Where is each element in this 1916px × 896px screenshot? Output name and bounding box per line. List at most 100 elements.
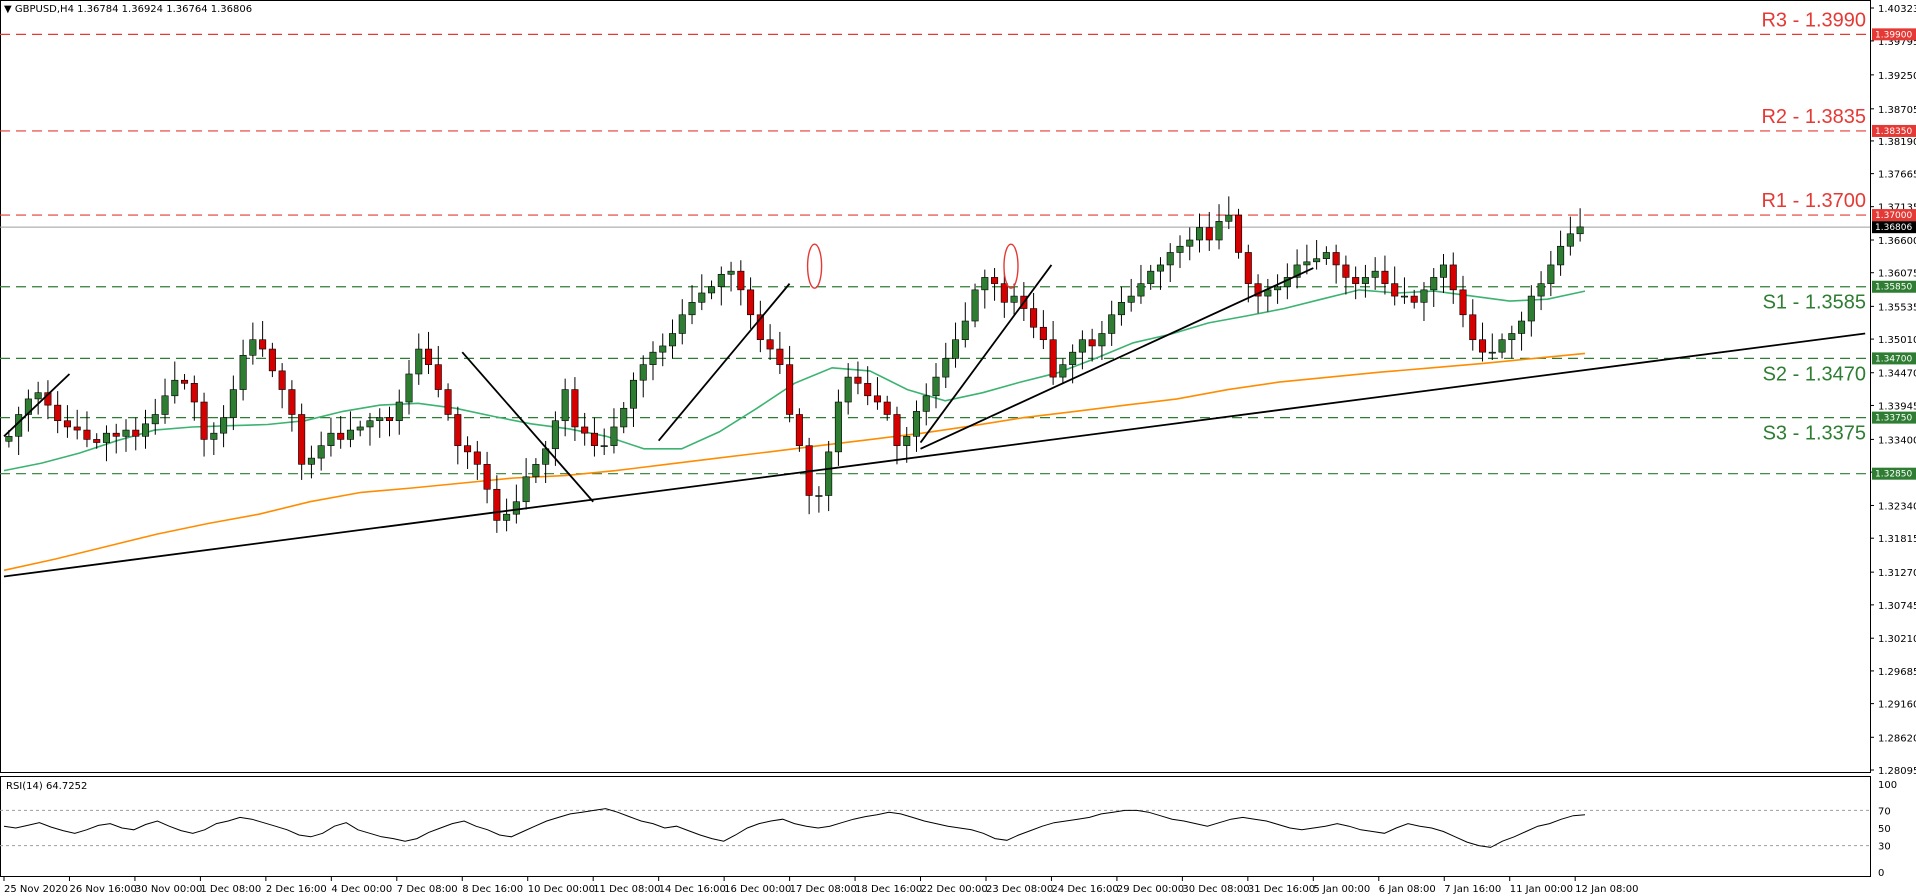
x-tick-label: 8 Dec 16:00	[462, 884, 523, 895]
candle-body	[1303, 261, 1311, 266]
candle-body	[415, 348, 423, 375]
candle-body	[1293, 264, 1301, 278]
trend-line	[657, 283, 791, 442]
collapse-arrow-icon[interactable]: ▼	[4, 4, 15, 15]
candle-body	[385, 417, 394, 422]
candle-body	[522, 476, 530, 503]
candle-body	[1176, 245, 1184, 253]
x-tick-label: 24 Dec 16:00	[1051, 884, 1118, 895]
candle-body	[903, 435, 911, 446]
candle-body	[54, 404, 62, 422]
candle-body	[1439, 264, 1448, 278]
candle-body	[327, 432, 335, 446]
fast-moving-average-line	[3, 289, 1586, 472]
candle-body	[1205, 227, 1213, 241]
y-tick-label: 1.35535	[1878, 302, 1916, 313]
level-label: S1 - 1.3585	[1763, 292, 1866, 314]
candle-body	[1137, 283, 1145, 297]
x-tick-label: 17 Dec 08:00	[790, 884, 857, 895]
instrument-label: GBPUSD,H4	[15, 4, 74, 15]
highlight-ellipse	[1003, 243, 1019, 289]
rsi-y-tick-label: 0	[1878, 868, 1884, 879]
x-tick-label: 26 Nov 16:00	[69, 884, 136, 895]
candle-body	[756, 314, 764, 341]
x-tick-label: 5 Jan 00:00	[1313, 884, 1370, 895]
level-price-tag-text: 1.37000	[1875, 211, 1912, 221]
x-tick-label: 16 Dec 00:00	[724, 884, 791, 895]
y-tick-label: 1.39795	[1878, 37, 1916, 48]
candle-body	[1322, 252, 1330, 259]
x-tick-label: 30 Dec 08:00	[1182, 884, 1249, 895]
candle-body	[5, 435, 13, 442]
trend-line	[461, 351, 594, 503]
y-tick-label: 1.28620	[1878, 733, 1916, 744]
candle-body	[1156, 264, 1164, 272]
candle-body	[473, 451, 481, 465]
candle-body	[1566, 233, 1574, 247]
candle-body	[883, 401, 891, 415]
candle-body	[1010, 295, 1018, 303]
candle-body	[132, 429, 140, 437]
candle-body	[298, 414, 306, 465]
y-tick-label: 1.31815	[1878, 534, 1916, 545]
candle-body	[405, 373, 413, 403]
trend-line	[3, 332, 1866, 578]
level-label: S3 - 1.3375	[1763, 423, 1866, 445]
candle-body	[1527, 295, 1535, 322]
rsi-y-tick-label: 70	[1878, 806, 1891, 817]
candle-body	[786, 364, 794, 415]
candle-body	[961, 320, 969, 341]
candle-body	[512, 501, 520, 515]
candle-body	[620, 407, 628, 428]
y-tick-label: 1.37665	[1878, 170, 1916, 181]
candle-body	[24, 398, 32, 415]
level-price-tag	[1872, 28, 1916, 41]
candle-body	[571, 389, 579, 428]
trend-line	[3, 373, 71, 437]
level-label: S2 - 1.3470	[1763, 363, 1866, 385]
candle-body	[346, 429, 354, 440]
y-tick-label: 1.30745	[1878, 601, 1916, 612]
x-tick-label: 11 Dec 08:00	[593, 884, 660, 895]
level-price-tag	[1872, 352, 1916, 365]
rsi-line	[3, 808, 1586, 848]
candle-body	[1508, 333, 1516, 341]
x-tick-label: 6 Jan 08:00	[1379, 884, 1436, 895]
candle-body	[317, 445, 325, 459]
candle-body	[83, 429, 91, 440]
candle-body	[1078, 339, 1086, 353]
y-tick-label: 1.38190	[1878, 137, 1916, 148]
candle-body	[366, 420, 374, 428]
candle-body	[1195, 227, 1204, 241]
candle-body	[1049, 339, 1057, 378]
candle-body	[795, 414, 803, 446]
x-tick-label: 22 Dec 00:00	[921, 884, 988, 895]
level-label: R1 - 1.3700	[1761, 190, 1866, 212]
y-tick-label: 1.28095	[1878, 766, 1916, 777]
level-price-tag-text: 1.38350	[1875, 127, 1912, 137]
candle-body	[737, 270, 745, 291]
x-tick-label: 29 Dec 00:00	[1117, 884, 1184, 895]
y-tick-label: 1.29160	[1878, 700, 1916, 711]
x-tick-label: 12 Jan 08:00	[1575, 884, 1638, 895]
x-tick-label: 4 Dec 00:00	[331, 884, 392, 895]
level-price-tag	[1872, 411, 1916, 424]
candle-body	[434, 364, 442, 390]
candle-body	[1254, 283, 1262, 297]
candle-body	[34, 392, 42, 400]
y-tick-label: 1.33400	[1878, 435, 1916, 446]
candle-body	[44, 392, 52, 406]
candle-body	[122, 429, 130, 437]
candle-body	[395, 401, 403, 422]
candle-body	[1479, 339, 1487, 353]
candle-body	[825, 451, 833, 496]
candle-body	[229, 389, 237, 418]
candle-body	[151, 414, 159, 425]
x-tick-label: 1 Dec 08:00	[200, 884, 261, 895]
y-tick-label: 1.31270	[1878, 568, 1916, 579]
x-tick-label: 23 Dec 08:00	[986, 884, 1053, 895]
x-tick-label: 30 Nov 00:00	[135, 884, 202, 895]
candle-body	[912, 411, 921, 437]
level-price-tag-text: 1.39900	[1875, 30, 1912, 40]
candle-body	[971, 289, 979, 322]
